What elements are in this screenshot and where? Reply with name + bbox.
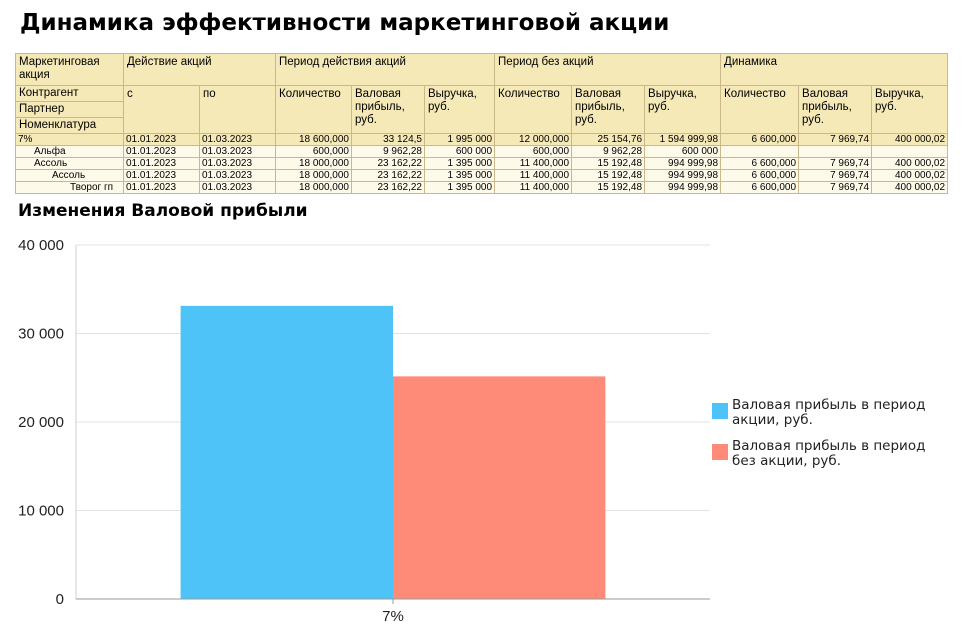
header-period-without: Период без акций <box>494 53 722 86</box>
row-with-gross-profit: 9 962,28 <box>351 145 425 158</box>
row-dyn-revenue: 400 000,02 <box>871 169 949 182</box>
y-tick-label: 0 <box>56 591 64 608</box>
y-tick-label: 40 000 <box>18 237 64 254</box>
row-with-qty: 18 600,000 <box>275 133 352 146</box>
row-with-qty: 600,000 <box>275 145 352 158</box>
row-dyn-revenue: 400 000,02 <box>871 133 949 146</box>
row-without-revenue: 994 999,98 <box>644 181 722 194</box>
x-tick-label: 7% <box>382 608 404 625</box>
header-without-qty: Количество <box>494 85 573 134</box>
header-dyn-revenue: Выручка, руб. <box>871 85 949 134</box>
page-title: Динамика эффективности маркетинговой акц… <box>20 10 670 36</box>
row-with-gross-profit: 23 162,22 <box>351 169 425 182</box>
row-with-gross-profit: 23 162,22 <box>351 157 425 170</box>
header-with-gross-profit: Валовая прибыль, руб. <box>351 85 425 134</box>
report-table: Маркетинговая акция Действие акций Перио… <box>15 53 949 194</box>
row-without-revenue: 994 999,98 <box>644 169 722 182</box>
row-with-qty: 18 000,000 <box>275 157 352 170</box>
row-from: 01.01.2023 <box>123 133 200 146</box>
chart-title: Изменения Валовой прибыли <box>18 201 308 221</box>
row-to: 01.03.2023 <box>199 181 276 194</box>
table-row[interactable]: Творог гп 01.01.2023 01.03.2023 18 000,0… <box>15 181 949 194</box>
header-with-qty: Количество <box>275 85 352 134</box>
y-tick-label: 10 000 <box>18 503 64 520</box>
row-name: Альфа <box>15 145 124 158</box>
table-row[interactable]: Ассоль 01.01.2023 01.03.2023 18 000,000 … <box>15 157 949 170</box>
header-with-revenue: Выручка, руб. <box>423 85 496 134</box>
row-dyn-gross-profit: 7 969,74 <box>798 169 873 182</box>
report-table-body: 7% 01.01.2023 01.03.2023 18 600,000 33 1… <box>15 133 949 194</box>
row-with-qty: 18 000,000 <box>275 181 352 194</box>
legend-swatch <box>712 403 728 419</box>
row-name: Творог гп <box>15 181 124 194</box>
row-name: Ассоль <box>15 169 124 182</box>
legend-swatch <box>712 444 728 460</box>
row-dyn-gross-profit: 7 969,74 <box>798 157 873 170</box>
header-without-revenue: Выручка, руб. <box>644 85 722 134</box>
row-dyn-qty: 6 600,000 <box>720 133 800 146</box>
row-without-gross-profit: 25 154,76 <box>571 133 646 146</box>
row-without-qty: 11 400,000 <box>494 157 573 170</box>
row-with-revenue: 1 995 000 <box>423 133 496 146</box>
header-to: по <box>199 85 276 134</box>
row-without-qty: 12 000,000 <box>494 133 573 146</box>
row-from: 01.01.2023 <box>123 181 200 194</box>
legend-item: Валовая прибыль в период без акции, руб. <box>712 439 952 469</box>
header-period-with: Период действия акций <box>274 53 496 86</box>
y-tick-label: 30 000 <box>18 326 64 343</box>
legend-item: Валовая прибыль в период акции, руб. <box>712 398 952 428</box>
row-dyn-qty: 6 600,000 <box>720 157 800 170</box>
header-dynamics: Динамика <box>720 53 949 86</box>
header-from: с <box>123 85 200 134</box>
header-partner: Партнер <box>16 101 123 117</box>
row-dyn-gross-profit: 7 969,74 <box>798 181 873 194</box>
row-with-revenue: 600 000 <box>423 145 496 158</box>
row-dyn-revenue: 400 000,02 <box>871 157 949 170</box>
header-counterparty: Контрагент <box>19 87 79 99</box>
bar <box>393 376 606 599</box>
row-with-revenue: 1 395 000 <box>423 181 496 194</box>
legend-label: Валовая прибыль в период акции, руб. <box>732 397 926 428</box>
row-dyn-qty <box>720 145 800 158</box>
row-dyn-gross-profit: 7 969,74 <box>798 133 873 146</box>
row-without-qty: 11 400,000 <box>494 181 573 194</box>
row-dyn-qty: 6 600,000 <box>720 169 800 182</box>
header-marketing-action: Маркетинговая акция <box>15 53 124 86</box>
row-dyn-revenue: 400 000,02 <box>871 181 949 194</box>
row-from: 01.01.2023 <box>123 145 200 158</box>
report-table-header: Маркетинговая акция Действие акций Перио… <box>15 53 949 134</box>
row-with-gross-profit: 23 162,22 <box>351 181 425 194</box>
row-without-revenue: 994 999,98 <box>644 157 722 170</box>
header-group-levels: Контрагент Партнер Номенклатура <box>15 85 124 134</box>
header-dyn-gross-profit: Валовая прибыль, руб. <box>798 85 873 134</box>
y-tick-label: 20 000 <box>18 414 64 431</box>
chart-legend: Валовая прибыль в период акции, руб. Вал… <box>712 398 952 480</box>
row-dyn-qty: 6 600,000 <box>720 181 800 194</box>
header-nomenclature: Номенклатура <box>16 117 123 133</box>
row-with-revenue: 1 395 000 <box>423 157 496 170</box>
header-without-gross-profit: Валовая прибыль, руб. <box>571 85 646 134</box>
legend-label: Валовая прибыль в период без акции, руб. <box>732 438 926 469</box>
row-without-qty: 600,000 <box>494 145 573 158</box>
bar <box>180 305 393 599</box>
